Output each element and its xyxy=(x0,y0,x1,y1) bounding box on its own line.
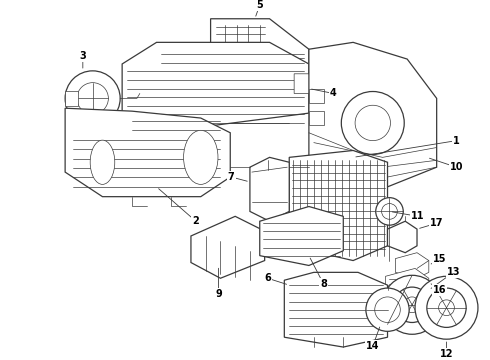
Circle shape xyxy=(376,198,403,225)
Circle shape xyxy=(394,287,430,323)
Text: 2: 2 xyxy=(193,216,199,226)
Text: 14: 14 xyxy=(366,341,380,351)
Polygon shape xyxy=(309,111,323,125)
Circle shape xyxy=(382,203,397,219)
Text: 11: 11 xyxy=(411,211,425,221)
Circle shape xyxy=(342,91,404,154)
Text: 1: 1 xyxy=(453,136,460,146)
Circle shape xyxy=(383,275,441,334)
Text: 6: 6 xyxy=(264,273,271,283)
Circle shape xyxy=(439,300,454,316)
Circle shape xyxy=(77,83,108,114)
Text: 7: 7 xyxy=(228,172,235,182)
Text: 3: 3 xyxy=(79,51,86,61)
Circle shape xyxy=(404,297,420,312)
Polygon shape xyxy=(211,19,309,89)
Text: 15: 15 xyxy=(433,253,446,264)
Polygon shape xyxy=(309,42,437,187)
Polygon shape xyxy=(191,216,265,278)
Circle shape xyxy=(355,105,391,141)
Text: 9: 9 xyxy=(215,289,222,299)
Text: 12: 12 xyxy=(440,349,453,359)
Text: 17: 17 xyxy=(430,218,443,228)
Text: 4: 4 xyxy=(330,89,337,99)
Circle shape xyxy=(375,297,400,323)
Polygon shape xyxy=(294,74,314,94)
Circle shape xyxy=(415,276,478,339)
Polygon shape xyxy=(65,90,78,106)
Polygon shape xyxy=(386,269,429,300)
Polygon shape xyxy=(122,42,309,133)
Text: 10: 10 xyxy=(450,162,463,172)
Text: 8: 8 xyxy=(320,279,327,289)
Polygon shape xyxy=(65,108,230,197)
Polygon shape xyxy=(250,157,289,221)
Polygon shape xyxy=(260,207,343,265)
Text: 16: 16 xyxy=(433,285,446,295)
Circle shape xyxy=(366,288,409,331)
Circle shape xyxy=(427,288,466,327)
Text: 13: 13 xyxy=(446,267,460,277)
Circle shape xyxy=(65,71,120,126)
Polygon shape xyxy=(395,253,429,278)
Text: 5: 5 xyxy=(256,0,263,10)
Polygon shape xyxy=(309,89,323,103)
Polygon shape xyxy=(289,150,388,261)
Ellipse shape xyxy=(90,140,115,184)
Ellipse shape xyxy=(184,130,218,184)
Polygon shape xyxy=(284,273,388,347)
Polygon shape xyxy=(388,221,417,253)
